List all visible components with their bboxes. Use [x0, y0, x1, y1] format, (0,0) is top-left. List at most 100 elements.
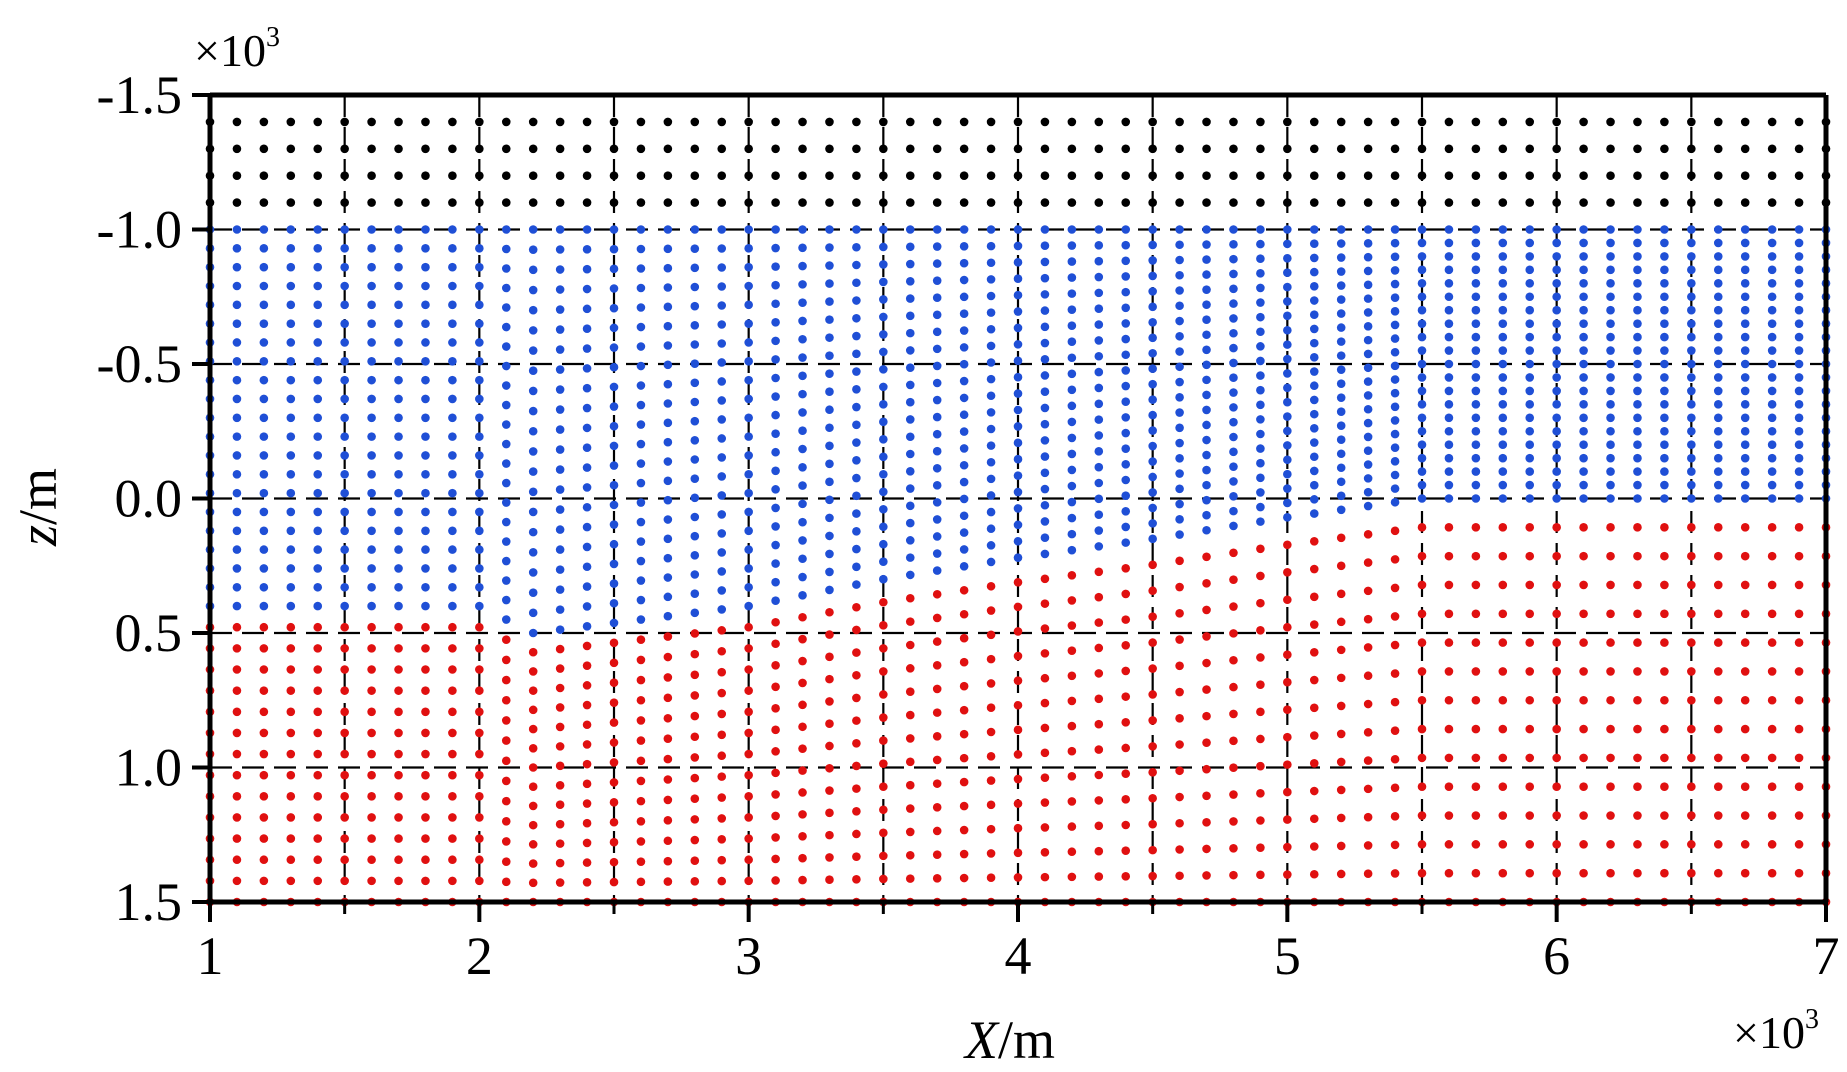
point-middle-layer: [744, 507, 753, 517]
point-middle-layer: [1767, 346, 1777, 355]
point-middle-layer: [1309, 509, 1319, 518]
point-middle-layer: [932, 395, 942, 405]
point-middle-layer: [1013, 307, 1023, 316]
point-top-layer: [448, 117, 457, 127]
point-middle-layer: [1660, 238, 1669, 248]
point-middle-layer: [1552, 332, 1561, 342]
point-bottom-layer: [932, 803, 942, 812]
point-middle-layer: [1579, 494, 1588, 503]
point-middle-layer: [501, 303, 511, 312]
point-bottom-layer: [1283, 540, 1292, 550]
point-bottom-layer: [448, 770, 457, 780]
point-middle-layer: [852, 225, 861, 234]
point-middle-layer: [501, 381, 511, 390]
point-middle-layer: [905, 397, 915, 407]
point-bottom-layer: [1121, 769, 1131, 778]
point-middle-layer: [313, 244, 323, 253]
point-middle-layer: [717, 415, 727, 424]
point-top-layer: [932, 198, 942, 207]
point-top-layer: [932, 117, 942, 127]
point-bottom-layer: [1579, 753, 1588, 763]
point-bottom-layer: [1067, 746, 1077, 756]
point-top-layer: [771, 171, 780, 180]
point-bottom-layer: [1309, 675, 1319, 685]
point-top-layer: [1283, 117, 1292, 127]
point-bottom-layer: [798, 875, 807, 885]
point-bottom-layer: [1336, 561, 1346, 571]
point-middle-layer: [1121, 491, 1131, 500]
point-bottom-layer: [1471, 840, 1481, 849]
point-middle-layer: [232, 451, 242, 460]
point-bottom-layer: [448, 876, 457, 886]
point-middle-layer: [475, 394, 484, 404]
point-middle-layer: [609, 539, 619, 549]
point-middle-layer: [448, 244, 457, 253]
point-bottom-layer: [1444, 523, 1454, 532]
point-top-layer: [475, 171, 484, 180]
point-middle-layer: [1094, 542, 1104, 551]
point-top-layer: [1175, 198, 1184, 207]
point-middle-layer: [852, 491, 861, 501]
point-bottom-layer: [959, 633, 969, 643]
point-top-layer: [798, 117, 807, 127]
point-middle-layer: [1740, 359, 1750, 369]
point-middle-layer: [825, 261, 834, 270]
point-top-layer: [313, 117, 323, 127]
point-middle-layer: [555, 545, 565, 554]
point-middle-layer: [555, 625, 565, 634]
point-middle-layer: [394, 338, 403, 347]
point-middle-layer: [663, 534, 673, 544]
point-middle-layer: [852, 580, 861, 589]
point-bottom-layer: [744, 728, 753, 738]
point-middle-layer: [1713, 453, 1723, 463]
point-bottom-layer: [1390, 669, 1400, 678]
point-middle-layer: [286, 357, 296, 366]
point-middle-layer: [1552, 359, 1561, 369]
point-middle-layer: [744, 601, 753, 611]
point-top-layer: [1390, 117, 1400, 127]
point-bottom-layer: [1202, 658, 1211, 668]
point-middle-layer: [609, 461, 619, 470]
point-bottom-layer: [959, 681, 969, 691]
point-bottom-layer: [555, 722, 565, 732]
point-middle-layer: [1336, 267, 1346, 276]
point-bottom-layer: [232, 813, 242, 822]
point-middle-layer: [501, 244, 511, 254]
point-middle-layer: [1390, 443, 1400, 453]
point-middle-layer: [1498, 319, 1508, 328]
point-top-layer: [852, 171, 861, 180]
point-bottom-layer: [1767, 724, 1777, 734]
point-middle-layer: [1283, 426, 1292, 436]
point-middle-layer: [1067, 225, 1077, 234]
point-middle-layer: [1633, 279, 1642, 288]
point-bottom-layer: [1040, 624, 1050, 633]
point-middle-layer: [340, 601, 349, 611]
point-bottom-layer: [340, 855, 349, 865]
point-middle-layer: [852, 402, 861, 412]
point-middle-layer: [825, 513, 834, 523]
point-bottom-layer: [421, 749, 430, 759]
point-top-layer: [1202, 117, 1211, 127]
point-bottom-layer: [1660, 695, 1669, 705]
point-bottom-layer: [259, 622, 269, 632]
point-bottom-layer: [744, 813, 753, 822]
point-middle-layer: [905, 277, 915, 286]
point-bottom-layer: [852, 784, 861, 793]
point-middle-layer: [636, 303, 646, 312]
point-middle-layer: [232, 545, 242, 554]
point-middle-layer: [475, 338, 484, 347]
point-middle-layer: [1256, 488, 1265, 497]
point-bottom-layer: [1040, 823, 1050, 832]
point-bottom-layer: [879, 759, 888, 768]
point-middle-layer: [879, 435, 888, 444]
point-bottom-layer: [1175, 766, 1184, 776]
point-middle-layer: [1660, 252, 1669, 261]
point-bottom-layer: [1660, 609, 1669, 619]
point-middle-layer: [879, 522, 888, 532]
point-middle-layer: [1498, 480, 1508, 490]
point-bottom-layer: [1202, 738, 1211, 747]
point-middle-layer: [1687, 373, 1696, 382]
point-bottom-layer: [475, 834, 484, 843]
point-bottom-layer: [1525, 840, 1535, 849]
point-middle-layer: [879, 347, 888, 357]
